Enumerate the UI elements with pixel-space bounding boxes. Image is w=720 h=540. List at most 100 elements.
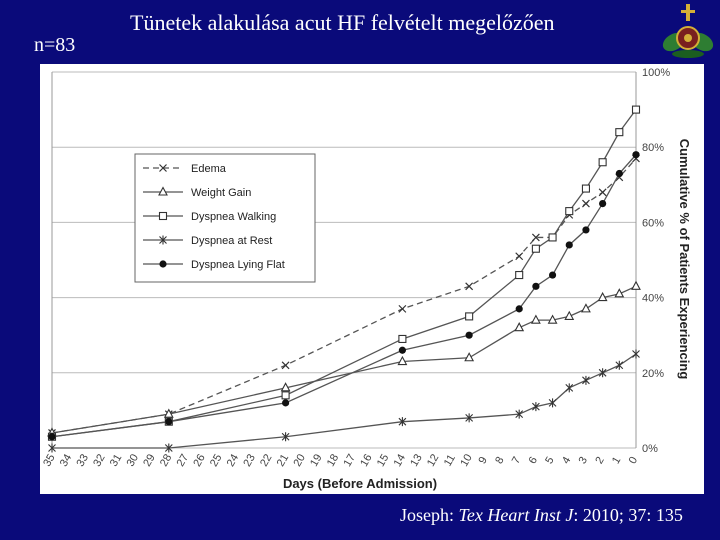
- y-tick-label: 80%: [642, 142, 664, 154]
- citation-author: Joseph:: [400, 505, 459, 525]
- x-axis-label: Days (Before Admission): [283, 476, 437, 491]
- data-point: [398, 417, 407, 427]
- slide-title: Tünetek alakulása acut HF felvételt mege…: [130, 10, 555, 35]
- data-point: [398, 334, 407, 344]
- data-point: [531, 402, 540, 412]
- x-tick-label: 16: [358, 452, 375, 469]
- data-point: [631, 105, 641, 114]
- y-tick-label: 0%: [642, 443, 658, 455]
- data-point: [548, 233, 557, 242]
- citation-details: : 2010; 37: 135: [573, 505, 683, 525]
- series-4: [48, 151, 640, 441]
- legend-label: Dyspnea at Rest: [191, 235, 272, 247]
- data-point: [282, 399, 290, 407]
- legend-item: Dyspnea at Rest: [143, 235, 272, 247]
- x-tick-label: 18: [325, 452, 342, 469]
- legend-label: Edema: [191, 163, 227, 175]
- y-tick-labels: 0% 20% 40% 60% 80% 100%: [642, 67, 670, 455]
- x-tick-label: 2: [593, 455, 606, 466]
- x-tick-label: 29: [141, 452, 158, 469]
- data-point: [280, 382, 291, 392]
- data-point: [158, 186, 168, 196]
- data-point: [632, 349, 640, 359]
- legend-item: Edema: [143, 163, 227, 175]
- data-point: [565, 241, 573, 249]
- x-tick-label: 8: [493, 455, 506, 466]
- data-point: [615, 128, 624, 137]
- data-point: [514, 322, 525, 332]
- legend: Edema Weight Gain Dyspnea Walking Dyspnea a…: [134, 153, 316, 283]
- data-point: [465, 312, 474, 321]
- data-point: [515, 305, 523, 313]
- data-point: [163, 408, 174, 418]
- legend-item: Weight Gain: [143, 186, 251, 199]
- data-point: [565, 383, 574, 393]
- data-point: [515, 409, 524, 419]
- data-point: [465, 282, 474, 291]
- x-tick-label: 5: [543, 455, 556, 466]
- data-point: [465, 331, 473, 339]
- data-point: [165, 418, 173, 426]
- x-tick-label: 25: [208, 452, 225, 469]
- data-point: [515, 252, 524, 261]
- data-point: [615, 360, 624, 370]
- data-point: [281, 361, 290, 370]
- data-point: [164, 443, 173, 453]
- x-tick-label: 10: [458, 452, 475, 469]
- legend-label: Dyspnea Walking: [191, 211, 276, 223]
- x-tick-label: 12: [425, 452, 442, 469]
- data-point: [530, 314, 541, 324]
- series-0: [48, 154, 640, 437]
- x-tick-label: 3: [577, 455, 590, 466]
- x-tick-label: 26: [191, 452, 208, 469]
- x-tick-label: 20: [291, 452, 308, 469]
- data-point: [397, 355, 408, 366]
- data-point: [532, 282, 540, 290]
- x-tick-label: 31: [108, 452, 125, 469]
- series-layer: [47, 105, 641, 453]
- data-point: [548, 271, 557, 279]
- citation-journal: Tex Heart Inst J: [458, 505, 574, 525]
- x-tick-label: 0: [627, 455, 640, 466]
- data-point: [158, 211, 168, 221]
- series-3: [48, 349, 640, 453]
- x-tick-label: 32: [91, 452, 108, 469]
- x-tick-label: 11: [442, 453, 458, 469]
- data-point: [48, 433, 56, 441]
- church-emblem-icon: [662, 4, 714, 58]
- x-tick-label: 28: [158, 452, 175, 469]
- y-tick-label: 100%: [642, 67, 670, 79]
- data-point: [631, 280, 641, 290]
- x-tick-label: 9: [477, 455, 490, 466]
- data-point: [582, 226, 590, 234]
- x-tick-label: 21: [275, 452, 292, 469]
- legend-item: Dyspnea Walking: [143, 211, 276, 223]
- x-tick-label: 4: [560, 455, 573, 466]
- data-point: [598, 188, 607, 197]
- x-tick-label: 17: [341, 452, 358, 469]
- data-point: [598, 158, 607, 167]
- data-point: [547, 314, 558, 324]
- x-tick-label: 6: [527, 455, 540, 466]
- x-tick-label: 23: [241, 452, 258, 469]
- chart: 35 34 33 32 31 30 29 28 27 26 25 24 23 22 21 20 19 18 17 16…: [40, 64, 704, 494]
- data-point: [515, 270, 524, 280]
- data-point: [464, 352, 475, 362]
- data-point: [581, 303, 591, 313]
- data-point: [531, 233, 540, 242]
- x-tick-label: 13: [408, 452, 425, 469]
- sample-size-label: n=83: [34, 34, 76, 56]
- x-tick-labels: 35 34 33 32 31 30 29 28 27 26 25 24 23 22 21 20 19 18 17 16…: [41, 452, 640, 469]
- legend-label: Dyspnea Lying Flat: [191, 259, 285, 271]
- y-axis-label: Cumulative % of Patients Experiencing: [677, 139, 692, 380]
- data-point: [599, 200, 607, 208]
- x-tick-label: 7: [510, 455, 523, 466]
- data-point: [615, 169, 623, 178]
- legend-item: Dyspnea Lying Flat: [143, 259, 285, 271]
- y-tick-label: 20%: [642, 368, 664, 380]
- y-tick-label: 60%: [642, 217, 664, 229]
- data-point: [582, 375, 590, 385]
- data-point: [614, 288, 625, 298]
- x-tick-label: 27: [175, 452, 192, 469]
- data-point: [582, 199, 590, 208]
